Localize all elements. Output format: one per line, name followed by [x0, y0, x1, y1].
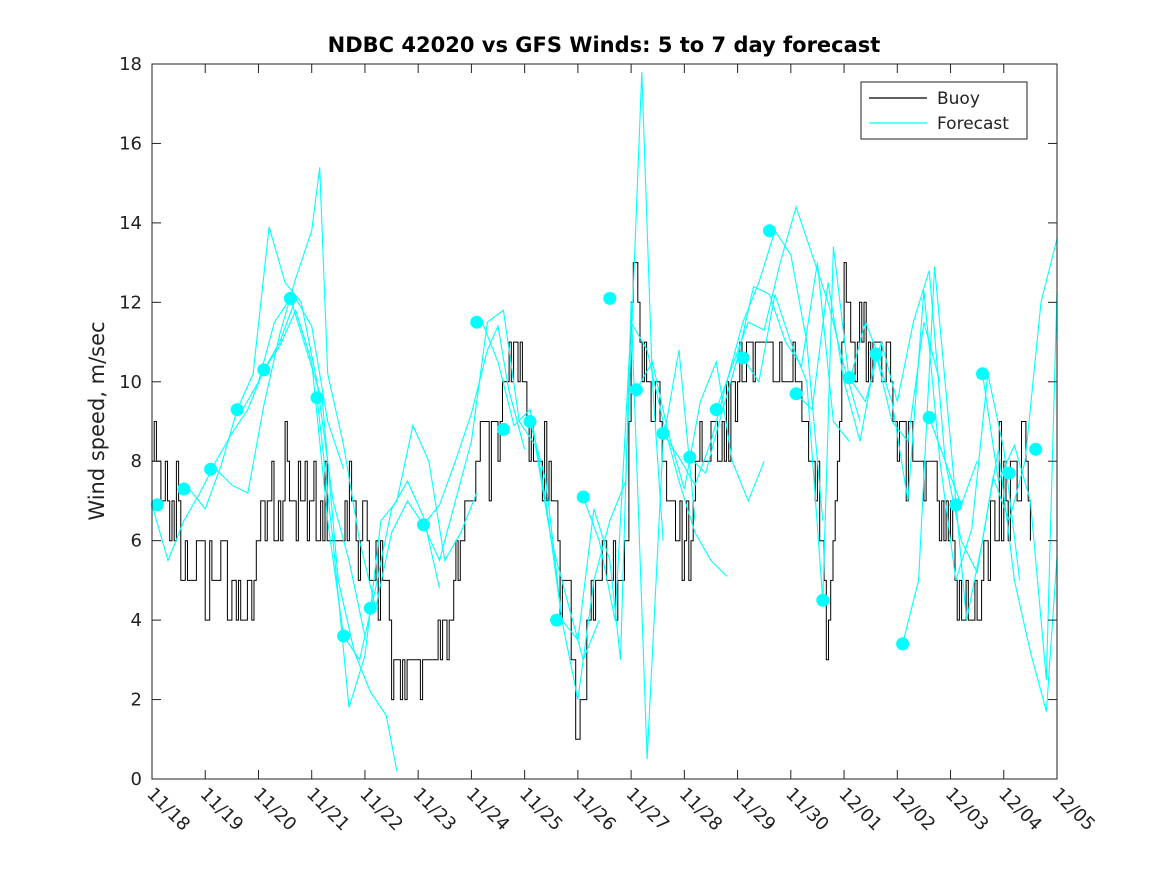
x-tick-label: 11/22 — [355, 784, 407, 836]
legend-buoy-label: Buoy — [937, 89, 980, 109]
forecast-marker-19 — [683, 450, 697, 464]
forecast-marker-15 — [576, 490, 590, 504]
forecast-run-1 — [151, 297, 345, 563]
x-tick-label: 11/27 — [622, 784, 674, 836]
y-tick-label: 6 — [131, 531, 142, 552]
y-tick-label: 16 — [119, 133, 142, 154]
forecast-run-22 — [981, 290, 1058, 680]
forecast-marker-18 — [656, 426, 670, 440]
forecast-marker-1 — [150, 498, 164, 512]
y-tick-label: 14 — [119, 213, 142, 234]
forecast-run-6 — [316, 397, 478, 708]
x-tick-label: 12/04 — [994, 784, 1046, 836]
forecast-marker-26 — [869, 347, 883, 361]
y-tick-label: 10 — [119, 372, 142, 393]
x-tick-label: 12/02 — [888, 784, 940, 836]
x-tick-label: 11/29 — [728, 784, 780, 836]
y-tick-label: 0 — [131, 769, 142, 790]
forecast-run-11 — [582, 320, 728, 621]
forecast-marker-5 — [257, 363, 271, 377]
y-axis-label: Wind speed, m/sec — [85, 321, 109, 520]
x-tick-label: 11/19 — [196, 784, 248, 836]
x-tick-label: 11/20 — [249, 784, 301, 836]
x-tick-label: 11/25 — [515, 784, 567, 836]
forecast-marker-17 — [629, 383, 643, 397]
forecast-marker-4 — [230, 403, 244, 417]
legend-forecast-label: Forecast — [937, 114, 1009, 134]
forecast-run-17 — [795, 282, 941, 443]
forecast-marker-11 — [470, 315, 484, 329]
forecast-marker-27 — [896, 637, 910, 651]
x-tick-label: 11/30 — [781, 784, 833, 836]
forecast-run-7 — [375, 324, 526, 609]
forecast-run-9 — [481, 71, 664, 700]
forecast-run-19 — [875, 290, 1021, 581]
forecast-marker-3 — [204, 462, 218, 476]
forecast-marker-7 — [310, 391, 324, 405]
y-tick-label: 8 — [131, 451, 142, 472]
x-tick-label: 11/18 — [142, 784, 194, 836]
forecast-marker-10 — [417, 518, 430, 532]
forecast-markers — [150, 224, 1043, 651]
forecast-marker-14 — [550, 613, 564, 627]
x-tick-label: 12/05 — [1047, 784, 1099, 836]
buoy-line — [152, 262, 1031, 740]
forecast-marker-16 — [603, 291, 617, 305]
legend: Buoy Forecast — [860, 81, 1028, 140]
x-tick-label: 11/28 — [675, 784, 727, 836]
y-tick-label: 12 — [119, 292, 142, 313]
forecast-marker-28 — [922, 411, 936, 424]
forecast-marker-9 — [363, 601, 377, 615]
y-tick-label: 18 — [119, 54, 142, 75]
chart-title: NDBC 42020 vs GFS Winds: 5 to 7 day fore… — [328, 33, 881, 57]
x-tick-label: 11/24 — [462, 784, 514, 836]
y-tick-label: 2 — [131, 690, 142, 711]
x-tick-label: 11/26 — [568, 784, 620, 836]
forecast-marker-12 — [496, 422, 510, 436]
x-tick-label: 11/23 — [409, 784, 461, 836]
forecast-marker-30 — [976, 367, 989, 381]
y-tick-label: 4 — [131, 610, 142, 631]
x-tick-label: 12/01 — [835, 784, 887, 836]
forecast-marker-29 — [949, 498, 963, 512]
forecast-run-21 — [928, 238, 1058, 575]
forecast-marker-32 — [1029, 442, 1043, 456]
forecast-run-8 — [422, 309, 600, 662]
forecast-series — [151, 71, 1058, 772]
buoy-series — [152, 262, 1031, 740]
forecast-run-14 — [689, 262, 850, 475]
forecast-run-4 — [242, 297, 398, 772]
forecast-run-3 — [215, 167, 377, 609]
forecast-marker-21 — [736, 351, 750, 365]
forecast-marker-8 — [337, 629, 351, 643]
forecast-marker-2 — [177, 482, 191, 496]
forecast-marker-24 — [816, 593, 830, 607]
legend-box — [860, 81, 1028, 140]
forecast-marker-13 — [523, 415, 537, 428]
forecast-run-18 — [848, 270, 978, 507]
forecast-marker-6 — [283, 291, 297, 305]
forecast-run-13 — [662, 229, 824, 521]
forecast-marker-25 — [842, 371, 856, 385]
x-tick-label: 12/03 — [941, 784, 993, 836]
axes-frame — [151, 63, 1058, 780]
forecast-marker-20 — [709, 403, 723, 417]
forecast-marker-22 — [763, 224, 776, 238]
x-tick-label: 11/21 — [302, 784, 354, 836]
forecast-marker-31 — [1002, 466, 1016, 480]
forecast-run-5 — [263, 308, 441, 662]
forecast-marker-23 — [789, 387, 803, 401]
forecast-run-16 — [742, 246, 882, 601]
forecast-run-12 — [635, 359, 765, 503]
